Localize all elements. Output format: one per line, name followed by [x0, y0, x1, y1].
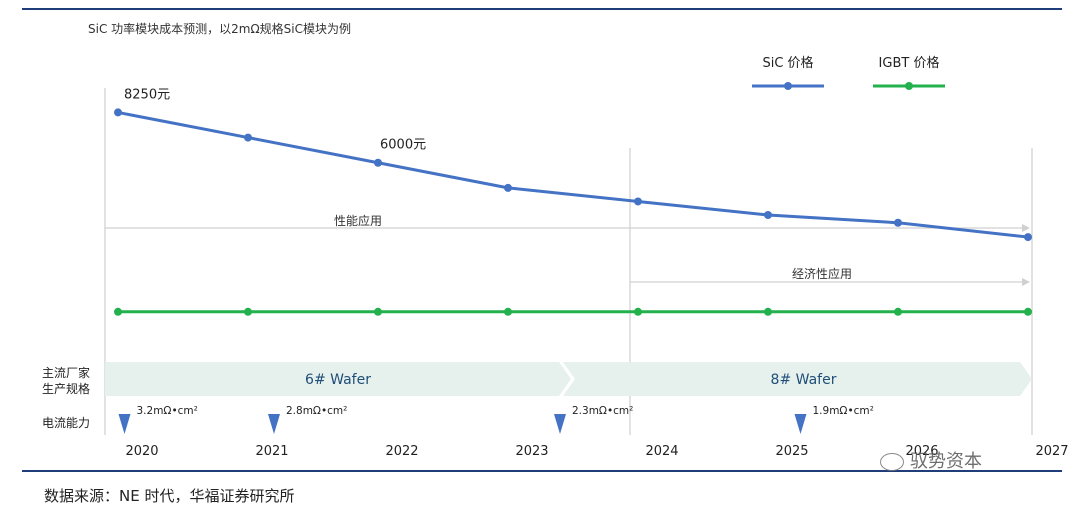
current-marker-1 [268, 414, 280, 434]
igbt-point-2021 [244, 307, 252, 316]
x-tick-2023: 2023 [515, 444, 548, 459]
sic-point-2024 [634, 197, 642, 206]
chart-title: SiC 功率模块成本预测，以2mΩ规格SiC模块为例 [88, 22, 351, 36]
wafer-label-0: 6# Wafer [305, 372, 371, 388]
top-border [22, 8, 1062, 10]
watermark: 驭势资本 [880, 447, 982, 473]
current-marker-3 [794, 414, 807, 434]
igbt-point-2024 [634, 307, 642, 316]
row-label-current: 电流能力 [42, 416, 90, 430]
source-note: 数据来源：NE 时代，华福证券研究所 [44, 487, 295, 505]
igbt-point-2022 [374, 307, 382, 316]
igbt-point-2023 [504, 307, 512, 316]
row-label-wafer-2: 生产规格 [42, 381, 90, 396]
wafer-band-0 [105, 362, 571, 396]
bottom-border [22, 470, 1062, 472]
sic-point-2026 [894, 218, 902, 227]
igbt-point-2025 [764, 307, 772, 316]
x-tick-2027: 2027 [1035, 444, 1068, 459]
x-tick-2025: 2025 [775, 444, 808, 459]
performance-arrow-head [1022, 224, 1030, 232]
sic-point-2027 [1024, 233, 1032, 242]
x-tick-2022: 2022 [385, 444, 418, 459]
current-marker-2 [554, 414, 566, 434]
current-label-0: 3.2mΩ•cm² [137, 405, 198, 417]
current-label-1: 2.8mΩ•cm² [286, 405, 347, 417]
x-tick-2020: 2020 [125, 444, 158, 459]
current-label-3: 1.9mΩ•cm² [813, 405, 874, 417]
x-tick-2024: 2024 [645, 444, 678, 459]
sic-point-2020 [114, 108, 122, 117]
legend-label-0: SiC 价格 [762, 55, 813, 71]
current-label-2: 2.3mΩ•cm² [572, 405, 633, 417]
igbt-point-2026 [894, 307, 902, 316]
economy-arrow-head [1022, 278, 1030, 286]
legend-label-1: IGBT 价格 [879, 55, 940, 71]
sic-point-2025 [764, 211, 772, 219]
data-label-2022: 6000元 [380, 138, 426, 153]
row-label-wafer-1: 主流厂家 [42, 365, 90, 380]
legend-marker-1 [905, 82, 913, 90]
igbt-point-2020 [114, 307, 122, 316]
watermark-text: 驭势资本 [910, 451, 982, 472]
economy-annotation: 经济性应用 [792, 266, 852, 281]
wafer-label-1: 8# Wafer [771, 372, 837, 388]
current-marker-0 [118, 414, 131, 434]
performance-annotation: 性能应用 [334, 213, 382, 228]
wafer-band-1 [563, 362, 1032, 396]
series-line-sic [117, 110, 1029, 239]
sic-point-2023 [504, 183, 512, 192]
igbt-point-2027 [1024, 307, 1032, 316]
x-tick-2026: 2026 [905, 444, 938, 459]
sic-point-2021 [244, 133, 252, 142]
wechat-icon [880, 453, 904, 471]
data-label-2020: 8250元 [124, 87, 170, 102]
x-tick-2021: 2021 [255, 444, 288, 459]
legend-marker-0 [784, 82, 792, 90]
sic-point-2022 [374, 158, 382, 167]
